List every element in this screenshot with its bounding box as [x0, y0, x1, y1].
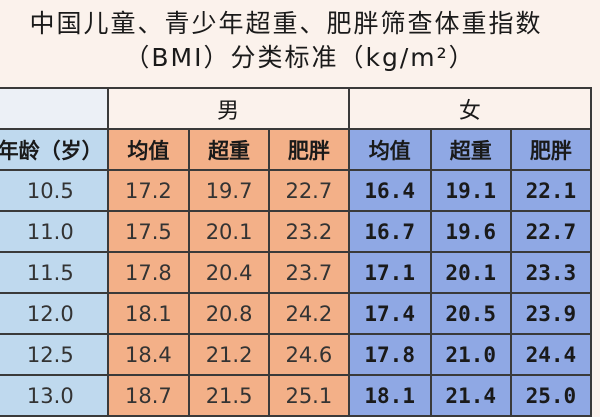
- male-obese-cell: 24.2: [267, 292, 350, 335]
- male-overweight-header: 超重: [188, 128, 270, 171]
- female-obese-cell: 23.3: [509, 251, 593, 294]
- female-mean-cell: 16.7: [347, 210, 432, 253]
- male-group-header: 男: [106, 87, 350, 130]
- female-overweight-header: 超重: [429, 128, 512, 171]
- bmi-table: 男 女 年龄（岁） 均值 超重 肥胖 均值 超重 肥胖 10.5 17.2 19…: [0, 87, 593, 417]
- male-obese-header: 肥胖: [267, 128, 350, 171]
- male-obese-cell: 22.7: [267, 169, 350, 212]
- table-row: 13.0 18.7 21.5 25.1 18.1 21.4 25.0: [0, 374, 593, 417]
- female-mean-cell: 18.1: [347, 374, 432, 417]
- male-mean-cell: 18.4: [106, 333, 191, 376]
- female-overweight-cell: 19.6: [429, 210, 512, 253]
- table-row: 12.5 18.4 21.2 24.6 17.8 21.0 24.4: [0, 333, 593, 376]
- page-subtitle: （BMI）分类标准（kg/m²）: [124, 43, 476, 72]
- age-cell: 12.5: [0, 333, 109, 376]
- male-mean-cell: 17.5: [106, 210, 191, 253]
- table-group-header-row: 男 女: [0, 87, 593, 130]
- female-overweight-cell: 21.0: [429, 333, 512, 376]
- male-mean-cell: 17.2: [106, 169, 191, 212]
- male-overweight-cell: 20.8: [188, 292, 270, 335]
- female-overweight-cell: 21.4: [429, 374, 512, 417]
- female-mean-header: 均值: [347, 128, 432, 171]
- age-cell: 12.0: [0, 292, 109, 335]
- female-overweight-cell: 19.1: [429, 169, 512, 212]
- blank-corner-cell: [0, 87, 109, 130]
- age-cell: 10.5: [0, 169, 109, 212]
- female-obese-header: 肥胖: [509, 128, 593, 171]
- age-column-header: 年龄（岁）: [0, 128, 109, 171]
- male-overweight-cell: 20.1: [188, 210, 270, 253]
- male-overweight-cell: 21.2: [188, 333, 270, 376]
- male-obese-cell: 23.2: [267, 210, 350, 253]
- age-cell: 11.0: [0, 210, 109, 253]
- page-title: 中国儿童、青少年超重、肥胖筛查体重指数: [29, 9, 543, 38]
- female-mean-cell: 17.4: [347, 292, 432, 335]
- table-row: 12.0 18.1 20.8 24.2 17.4 20.5 23.9: [0, 292, 593, 335]
- male-mean-cell: 18.7: [106, 374, 191, 417]
- male-overweight-cell: 20.4: [188, 251, 270, 294]
- female-obese-cell: 22.7: [509, 210, 593, 253]
- female-mean-cell: 16.4: [347, 169, 432, 212]
- female-group-header: 女: [347, 87, 593, 130]
- female-overweight-cell: 20.1: [429, 251, 512, 294]
- male-overweight-cell: 21.5: [188, 374, 270, 417]
- male-mean-cell: 17.8: [106, 251, 191, 294]
- table-row: 11.0 17.5 20.1 23.2 16.7 19.6 22.7: [0, 210, 593, 253]
- male-mean-cell: 18.1: [106, 292, 191, 335]
- female-overweight-cell: 20.5: [429, 292, 512, 335]
- male-overweight-cell: 19.7: [188, 169, 270, 212]
- female-mean-cell: 17.8: [347, 333, 432, 376]
- table-row: 10.5 17.2 19.7 22.7 16.4 19.1 22.1: [0, 169, 593, 212]
- male-obese-cell: 25.1: [267, 374, 350, 417]
- female-obese-cell: 23.9: [509, 292, 593, 335]
- table-row: 11.5 17.8 20.4 23.7 17.1 20.1 23.3: [0, 251, 593, 294]
- male-obese-cell: 24.6: [267, 333, 350, 376]
- table-column-header-row: 年龄（岁） 均值 超重 肥胖 均值 超重 肥胖: [0, 128, 593, 171]
- female-obese-cell: 22.1: [509, 169, 593, 212]
- age-cell: 13.0: [0, 374, 109, 417]
- female-mean-cell: 17.1: [347, 251, 432, 294]
- male-obese-cell: 23.7: [267, 251, 350, 294]
- female-obese-cell: 24.4: [509, 333, 593, 376]
- male-mean-header: 均值: [106, 128, 191, 171]
- female-obese-cell: 25.0: [509, 374, 593, 417]
- age-cell: 11.5: [0, 251, 109, 294]
